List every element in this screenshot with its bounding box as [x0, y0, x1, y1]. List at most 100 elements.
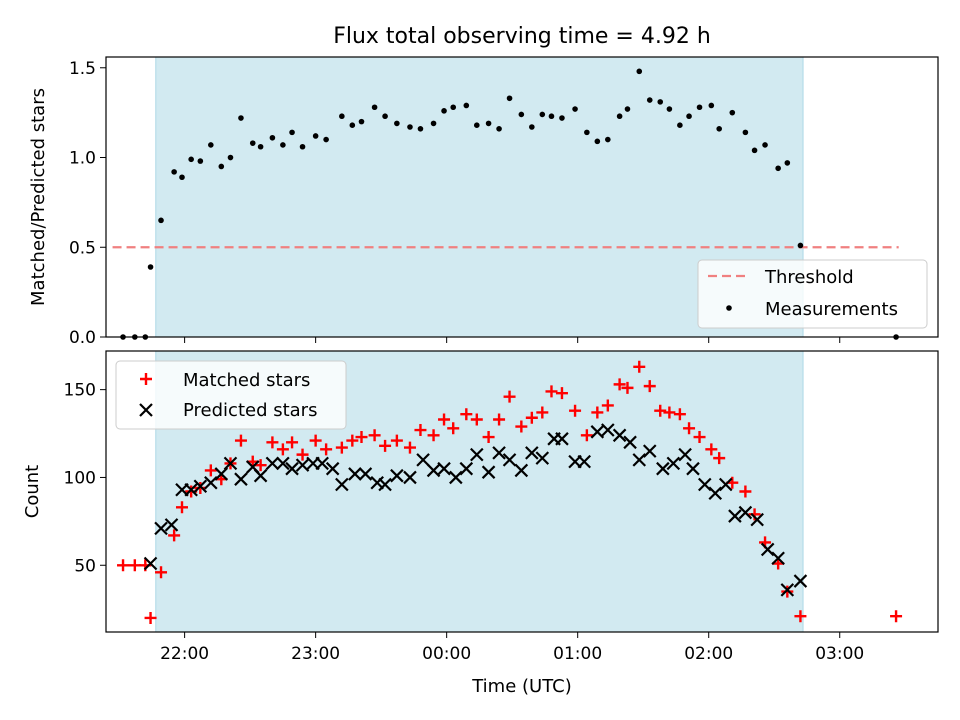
data-point	[514, 463, 529, 478]
observing-window	[155, 57, 804, 337]
data-point	[515, 420, 528, 433]
data-point	[780, 583, 795, 597]
data-point	[238, 115, 244, 121]
data-point	[492, 446, 506, 460]
x-tick-label: 02:00	[684, 644, 733, 664]
data-point	[320, 443, 333, 456]
data-point	[616, 113, 623, 120]
legend-measurements-swatch	[726, 305, 732, 311]
data-point	[473, 122, 480, 129]
data-point	[276, 456, 290, 471]
data-point	[613, 378, 626, 391]
data-point	[154, 521, 168, 536]
data-point	[234, 472, 248, 486]
data-point	[430, 120, 437, 127]
x-tick-label: 03:00	[815, 644, 864, 664]
data-point	[234, 434, 247, 447]
data-point	[358, 467, 373, 481]
data-point	[525, 411, 538, 424]
y-tick-label: 1.5	[69, 59, 96, 79]
data-point	[312, 133, 319, 139]
x-axis-label: Time (UTC)	[471, 676, 572, 697]
y-axis-label: Count	[22, 465, 43, 518]
data-point	[427, 429, 440, 442]
data-point	[762, 142, 768, 148]
data-point	[591, 406, 604, 419]
data-point	[299, 143, 306, 150]
data-point	[171, 169, 177, 175]
data-point	[555, 387, 568, 400]
y-tick-label: 150	[64, 381, 96, 401]
x-tick-label: 00:00	[422, 644, 471, 664]
y-tick-label: 0.0	[69, 328, 96, 348]
legend-matched-swatch	[140, 373, 152, 385]
data-point	[257, 143, 264, 150]
data-point	[686, 461, 700, 476]
data-point	[750, 512, 764, 527]
y-tick-label: 50	[74, 556, 96, 576]
data-point	[605, 136, 611, 143]
data-point	[414, 424, 427, 437]
data-point	[698, 477, 712, 492]
y-axis-label: Matched/Predicted stars	[28, 88, 49, 306]
chart-title: Flux total observing time = 4.92 h	[333, 24, 711, 49]
data-point	[349, 122, 356, 129]
data-point	[569, 404, 582, 417]
data-point	[781, 585, 794, 598]
data-point	[784, 160, 791, 166]
data-point	[438, 413, 451, 426]
data-point	[656, 461, 670, 476]
data-point	[739, 485, 752, 498]
data-point	[382, 113, 388, 120]
data-point	[716, 125, 722, 132]
data-point	[227, 154, 234, 161]
data-point	[742, 129, 749, 136]
data-point	[218, 163, 225, 170]
data-point	[253, 468, 268, 483]
data-point	[296, 448, 309, 461]
y-tick-label: 100	[64, 468, 96, 488]
data-point	[417, 125, 424, 132]
data-point	[463, 102, 470, 109]
data-point	[677, 122, 683, 129]
plots: 0.0 0.5 1.0 1.5 Matched/Predicted stars Thres…	[22, 56, 939, 697]
data-point	[646, 97, 653, 103]
data-point	[663, 406, 676, 419]
data-point	[155, 566, 168, 579]
x-tick-label: 23:00	[291, 644, 340, 664]
data-point	[572, 106, 578, 112]
data-point	[728, 509, 742, 523]
data-point	[793, 574, 808, 588]
data-point	[265, 456, 280, 471]
data-point	[325, 461, 340, 476]
data-point	[335, 477, 349, 492]
data-point	[797, 242, 804, 249]
data-point	[580, 429, 593, 442]
subplot-1: 0.0 0.5 1.0 1.5 Matched/Predicted stars Thres…	[28, 56, 939, 348]
series-predicted-stars	[143, 423, 808, 597]
data-point	[678, 447, 692, 462]
data-point	[286, 436, 299, 449]
data-point	[309, 434, 322, 447]
data-point	[636, 68, 643, 75]
data-point	[623, 435, 637, 450]
data-point	[175, 501, 188, 514]
data-point	[459, 461, 474, 476]
data-point	[657, 99, 664, 105]
data-point	[460, 408, 473, 421]
data-point	[407, 124, 413, 130]
data-point	[315, 456, 329, 471]
data-point	[594, 138, 601, 145]
data-point	[890, 610, 903, 623]
data-point	[403, 470, 417, 485]
data-point	[441, 108, 447, 114]
data-point	[771, 551, 785, 566]
y-tick-label: 0.5	[69, 238, 96, 258]
data-point	[223, 456, 238, 471]
data-point	[144, 611, 157, 624]
x-tick-label: 01:00	[553, 644, 602, 664]
data-point	[348, 467, 362, 481]
data-point	[289, 129, 295, 136]
data-point	[539, 111, 546, 118]
data-point	[666, 106, 673, 112]
